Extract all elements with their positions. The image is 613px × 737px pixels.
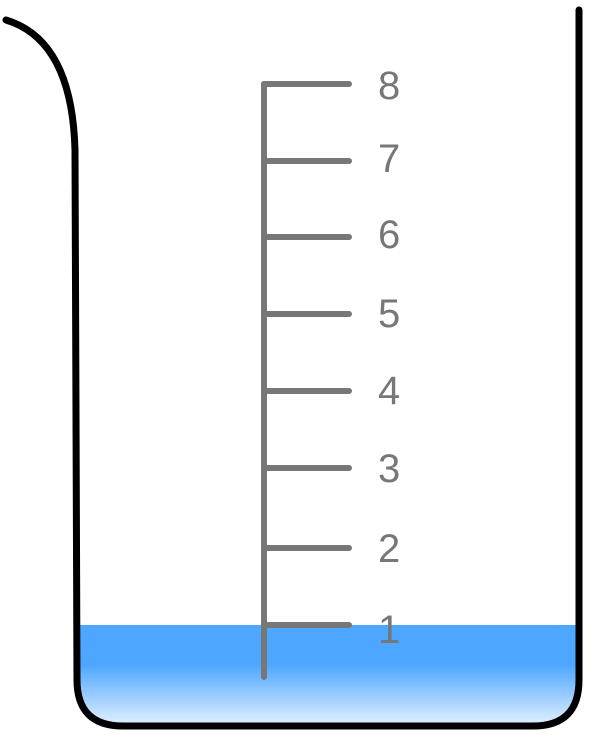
measurement-scale: 1 2 3 4 5 6 7 8 bbox=[261, 64, 400, 652]
tick-label-6: 6 bbox=[378, 213, 400, 257]
tick-label-2: 2 bbox=[378, 527, 400, 571]
tick-label-4: 4 bbox=[378, 369, 400, 413]
tick-label-7: 7 bbox=[378, 137, 400, 181]
tick-label-8: 8 bbox=[378, 64, 400, 108]
tick-label-1: 1 bbox=[378, 608, 400, 652]
tick-label-5: 5 bbox=[378, 292, 400, 336]
tick-label-3: 3 bbox=[378, 447, 400, 491]
beaker-outline bbox=[2, 6, 583, 730]
liquid bbox=[77, 625, 579, 726]
